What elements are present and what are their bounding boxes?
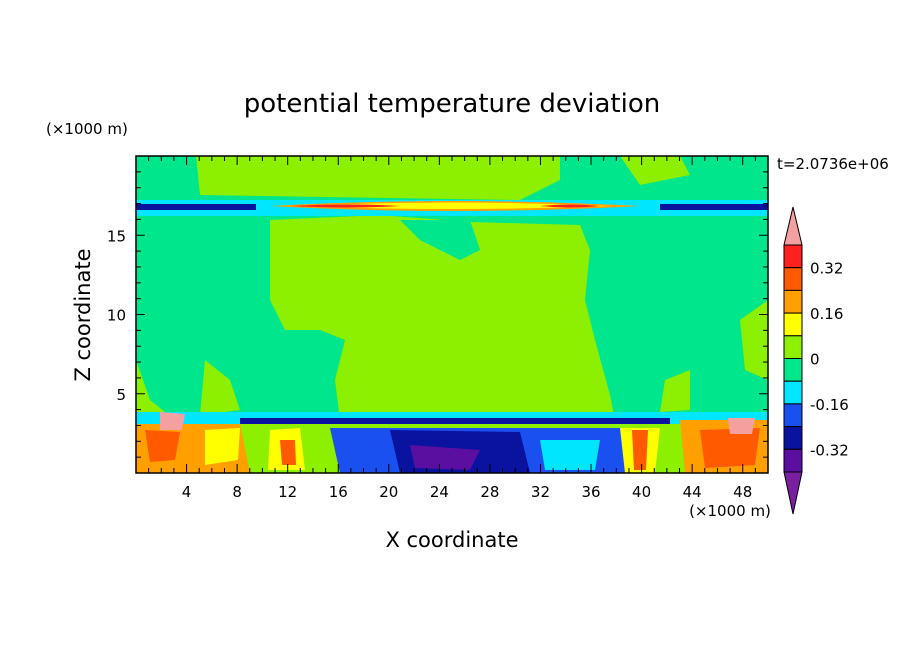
colorbar-segment [783,380,803,405]
x-tick-label: 36 [581,483,600,501]
colorbar-label: 0.16 [810,305,843,323]
field-inversion-blue [240,418,670,428]
field-bl-left-pink [160,412,185,430]
x-unit-label: (×1000 m) [689,502,771,520]
x-tick-label: 12 [278,483,297,501]
colorbar-segment [783,403,803,428]
colorbar-bottom-triangle [783,471,803,515]
field-tropopause-blue-left [136,204,256,210]
x-axis-label: X coordinate [385,528,518,552]
field-bl-center-purple [410,445,480,470]
chart-title: potential temperature deviation [244,89,660,119]
field-tropopause-yellow [300,202,610,209]
x-tick-label: 28 [480,483,499,501]
colorbar-segment [783,448,803,473]
x-tick-label: 40 [632,483,651,501]
x-tick-label: 24 [430,483,449,501]
field-central-plume [270,215,615,420]
field-bl-left-yellow [205,428,240,465]
x-tick-label: 8 [232,483,242,501]
field-upper-plume [196,156,560,200]
field-bl-column-orange [280,440,296,465]
colorbar: -0.32 -0.16 0 0.16 0.32 [783,206,849,515]
field-bl-right-pink [728,418,755,434]
colorbar-segment [783,267,803,291]
colorbar-segment [783,289,803,314]
colorbar-label: 0.32 [810,260,843,278]
field-bl-left-warm-2 [145,430,180,462]
colorbar-label: -0.16 [810,396,849,414]
field-bl-center-cyan [540,440,600,470]
y-axis: 5 10 15 [107,171,768,458]
field-left-patch [136,360,175,420]
y-tick-label: 10 [107,307,126,325]
field-bl-right-column-orange [632,430,648,470]
x-tick-label: 4 [182,483,192,501]
colorbar-segment [783,358,803,382]
y-tick-label: 15 [107,227,126,245]
x-tick-label: 20 [379,483,398,501]
colorbar-segment [783,335,803,359]
x-tick-label: 32 [531,483,550,501]
field-right-patch [740,300,768,380]
colorbar-top-triangle [783,206,803,246]
field-tropopause-red-2 [540,204,600,208]
contour-field [136,156,768,473]
x-axis: 4 8 12 16 20 24 28 32 36 40 44 48 [148,156,756,501]
colorbar-segment [783,426,803,450]
colorbar-segment [783,312,803,337]
field-central-pocket [400,220,480,260]
field-left-patch-2 [200,360,240,415]
colorbar-label: -0.32 [810,441,849,459]
field-tropopause-red [290,204,400,208]
field-right-patch-2 [660,370,690,412]
x-tick-label: 44 [683,483,702,501]
y-axis-label: Z coordinate [71,248,95,381]
colorbar-label: 0 [810,351,820,369]
field-tropopause-blue-right [660,204,768,210]
colorbar-segment [783,244,803,269]
field-bl-right-warm-2 [700,428,760,468]
x-tick-label: 16 [329,483,348,501]
time-label: t=2.0736e+06 [777,155,889,173]
y-tick-label: 5 [116,386,126,404]
x-tick-label: 48 [733,483,752,501]
field-upper-patch [620,156,690,185]
y-unit-label: (×1000 m) [46,120,128,138]
